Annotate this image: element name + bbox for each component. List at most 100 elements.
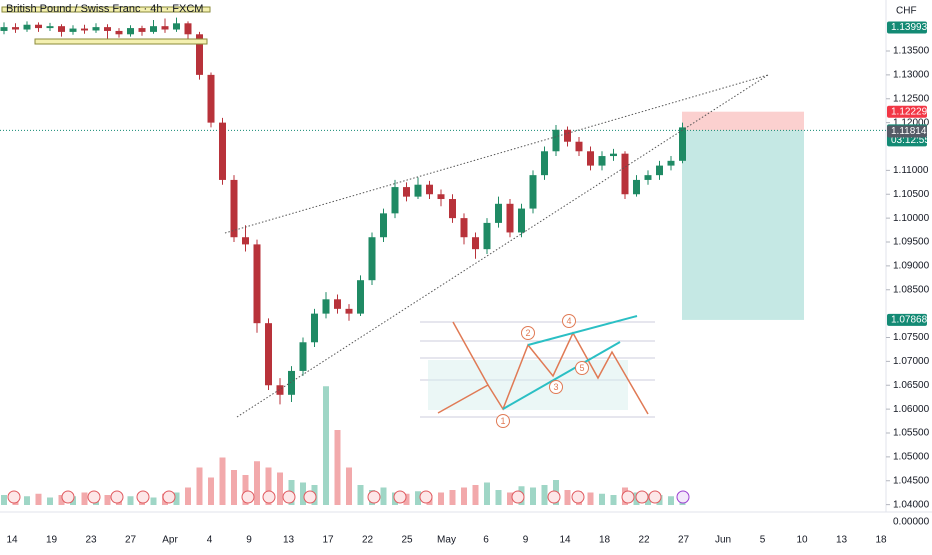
- price-badge: [887, 105, 927, 118]
- x-tick-label: 10: [796, 535, 808, 546]
- event-icon: [61, 490, 75, 504]
- y-tick-label: 1.06000: [893, 404, 930, 415]
- price-badge-label: 1.13993: [891, 22, 928, 33]
- candle-body: [0, 27, 8, 31]
- event-icon: [162, 490, 176, 504]
- wave-marker: [496, 414, 510, 428]
- volume-bar: [265, 467, 272, 505]
- candle-body: [334, 299, 341, 309]
- volume-bar: [185, 487, 191, 505]
- candle-body: [161, 26, 169, 30]
- event-icon: [511, 490, 525, 504]
- candle-body: [357, 280, 364, 314]
- candle-body: [127, 28, 134, 35]
- candle-body: [242, 237, 249, 245]
- candle-body: [679, 127, 686, 161]
- volume-bar: [323, 386, 329, 505]
- event-icon: [419, 490, 433, 504]
- volume-bar: [208, 477, 214, 505]
- price-badge: [887, 21, 927, 34]
- countdown: 03:12:55: [891, 135, 930, 146]
- x-tick-label: May: [437, 535, 456, 546]
- volume-bar: [35, 493, 42, 505]
- x-tick-label: 13: [283, 535, 295, 546]
- candle-body: [69, 28, 77, 32]
- candle-body: [598, 156, 606, 166]
- volume-bar: [334, 430, 341, 505]
- volume-bar: [277, 472, 283, 505]
- price-badge: [887, 313, 927, 326]
- candle-body: [506, 203, 514, 233]
- candle-body: [552, 129, 560, 152]
- candle-body: [322, 299, 330, 314]
- candle-body: [299, 342, 307, 371]
- y-tick-label: 1.07500: [893, 332, 930, 343]
- volume-bar: [81, 492, 88, 505]
- pattern-line: [487, 331, 649, 415]
- candle-body: [35, 24, 42, 29]
- x-tick-label: 27: [678, 535, 690, 546]
- candle-body: [564, 129, 571, 142]
- y-tick-label: 1.05000: [893, 452, 930, 463]
- y-tick-label: 1.09500: [893, 237, 930, 248]
- range-box: [34, 38, 208, 45]
- x-tick-label: 25: [401, 535, 413, 546]
- volume-bar: [495, 490, 502, 505]
- candle-body: [81, 28, 88, 31]
- y-tick-label: 1.05500: [893, 428, 930, 439]
- candle-body: [426, 184, 433, 195]
- event-icon: [547, 490, 561, 504]
- wave-label: 2: [525, 328, 530, 338]
- candle-body: [196, 34, 203, 75]
- event-row: [7, 490, 690, 504]
- candle-body: [380, 213, 387, 238]
- y-tick-label: 1.13000: [893, 70, 930, 81]
- target-zone: [682, 130, 804, 320]
- candle-body: [138, 28, 146, 32]
- volume-bar: [403, 493, 410, 505]
- candle-body: [104, 27, 111, 31]
- x-tick-label: 23: [85, 535, 97, 546]
- y-tick-label: 1.04000: [893, 499, 930, 510]
- candle-body: [587, 151, 594, 166]
- event-icon: [621, 490, 635, 504]
- x-tick-label: 19: [46, 535, 58, 546]
- volume-bar: [58, 495, 65, 505]
- wedge-line: [527, 315, 638, 346]
- wave-marker: [562, 314, 576, 328]
- volume-bar: [104, 495, 111, 505]
- candle-body: [472, 237, 479, 250]
- x-tick-label: 9: [246, 535, 252, 546]
- x-tick-label: 14: [559, 535, 571, 546]
- event-icon: [635, 490, 649, 504]
- volume-bar: [24, 496, 30, 505]
- candle-body: [150, 26, 157, 32]
- candle-body: [495, 203, 502, 223]
- candle-body: [288, 370, 295, 395]
- x-tick-label: 18: [599, 535, 611, 546]
- wave-label: 4: [566, 316, 571, 326]
- volume-bar: [173, 492, 180, 505]
- candle-body: [276, 385, 284, 395]
- volume-bar: [357, 485, 364, 505]
- volume-bar: [587, 492, 594, 505]
- volume-bar: [668, 496, 674, 505]
- candle-body: [575, 141, 583, 152]
- volume-bar: [507, 492, 513, 505]
- event-icon: [87, 490, 101, 504]
- pattern-inset: [420, 315, 655, 420]
- volume-bar: [346, 467, 352, 505]
- event-icon: [136, 490, 150, 504]
- event-icon: [648, 490, 662, 504]
- candle-body: [483, 222, 491, 250]
- candle-body: [391, 187, 399, 214]
- currency: CHF: [896, 6, 917, 17]
- volume-bar: [254, 461, 260, 505]
- candle-body: [115, 30, 123, 35]
- candle-body: [265, 323, 272, 386]
- price-badge: [887, 125, 927, 138]
- trend-line: [236, 74, 769, 418]
- volume-bar: [461, 487, 467, 505]
- candle-body: [219, 122, 226, 180]
- volume-bar: [415, 491, 421, 505]
